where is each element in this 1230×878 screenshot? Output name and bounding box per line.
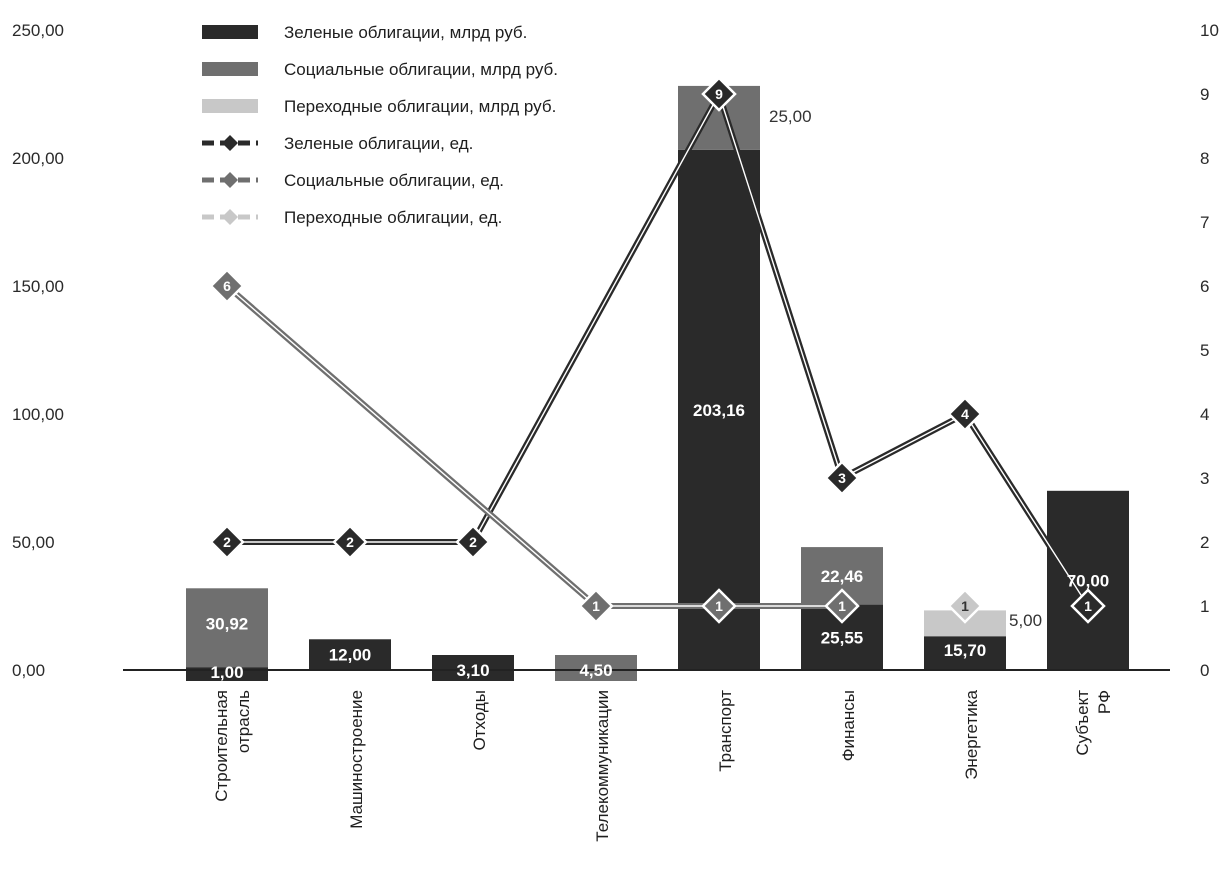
legend-label-социальные-облигации-ед-: Социальные облигации, ед.	[284, 171, 504, 190]
bar-label-2-строительная-отрасль: 30,92	[206, 614, 249, 633]
legend-diamond-социальные-облигации-ед-	[222, 172, 238, 188]
category-label-line: Телекоммуникации	[593, 690, 612, 842]
right-tick-label: 10	[1200, 21, 1219, 40]
left-tick-label: 200,00	[12, 149, 64, 168]
bars-layer	[186, 85, 1129, 681]
category-label-строительная-отрасль: Строительная отрасль	[212, 690, 253, 802]
marker-label-зеленые-облигации-ед-: 2	[469, 534, 477, 550]
legend-diamond-переходные-облигации-ед-	[222, 209, 238, 225]
marker-label-зеленые-облигации-ед-: 3	[838, 470, 846, 486]
bar-2-телекоммуникации	[555, 655, 637, 681]
category-label-line: Машиностроение	[347, 690, 366, 829]
marker-зеленые-облигации-ед-	[1070, 588, 1106, 624]
right-tick-label: 0	[1200, 661, 1209, 680]
marker-зеленые-облигации-ед-	[701, 76, 737, 112]
marker-label-зеленые-облигации-ед-: 2	[346, 534, 354, 550]
right-tick-label: 1	[1200, 597, 1209, 616]
bar-2-строительная-отрасль	[186, 588, 268, 668]
bar-label-1-отходы: 3,10	[456, 661, 489, 680]
bar-1-транспорт	[678, 149, 760, 670]
bar-1-отходы	[432, 655, 514, 681]
category-label-машиностроение: Машиностроение	[347, 690, 366, 829]
left-y-axis: 0,00 50,00 100,00 150,00 200,00 250,00	[12, 21, 64, 680]
marker-label-социальные-облигации-ед-: 6	[223, 278, 231, 294]
marker-зеленые-облигации-ед-	[947, 396, 983, 432]
marker-социальные-облигации-ед-	[209, 268, 245, 304]
category-label-line: Энергетика	[962, 689, 981, 779]
left-tick-label: 150,00	[12, 277, 64, 296]
bar-1-энергетика	[924, 629, 1006, 670]
legend-label-переходные-облигации-ед-: Переходные облигации, ед.	[284, 208, 502, 227]
bar-label-1-финансы: 25,55	[821, 628, 864, 647]
marker-label-зеленые-облигации-ед-: 9	[715, 86, 723, 102]
bar-label-2-транспорт: 25,00	[769, 107, 812, 126]
category-label-line: Субъект	[1073, 690, 1092, 756]
marker-label-зеленые-облигации-ед-: 4	[961, 406, 969, 422]
legend-label-социальные-облигации-млрд-руб-: Социальные облигации, млрд руб.	[284, 60, 558, 79]
right-tick-label: 5	[1200, 341, 1209, 360]
legend-swatch-социальные-облигации-млрд-руб-	[202, 62, 258, 76]
marker-label-зеленые-облигации-ед-: 1	[1084, 598, 1092, 614]
marker-социальные-облигации-ед-	[701, 588, 737, 624]
bar-label-3-энергетика: 5,00	[1009, 611, 1042, 630]
right-tick-label: 9	[1200, 85, 1209, 104]
marker-label-социальные-облигации-ед-: 1	[838, 598, 846, 614]
legend-label-переходные-облигации-млрд-руб-: Переходные облигации, млрд руб.	[284, 97, 556, 116]
right-tick-label: 7	[1200, 213, 1209, 232]
marker-социальные-облигации-ед-	[824, 588, 860, 624]
right-tick-label: 4	[1200, 405, 1209, 424]
legend-diamond-зеленые-облигации-ед-	[222, 135, 238, 151]
marker-label-социальные-облигации-ед-: 1	[715, 598, 723, 614]
category-label-отходы: Отходы	[470, 690, 489, 751]
marker-зеленые-облигации-ед-	[332, 524, 368, 560]
bar-label-1-транспорт: 203,16	[693, 401, 745, 420]
category-label-line: отрасль	[234, 690, 253, 753]
marker-label-переходные-облигации-ед-: 1	[961, 598, 969, 614]
category-label-телекоммуникации: Телекоммуникации	[593, 690, 612, 842]
left-tick-label: 100,00	[12, 405, 64, 424]
marker-зеленые-облигации-ед-	[824, 460, 860, 496]
bar-label-1-машиностроение: 12,00	[329, 646, 372, 665]
legend: Зеленые облигации, млрд руб. Социальные о…	[202, 23, 558, 227]
x-axis-categories: Строительная отрасль Машиностроение Отходы Т…	[212, 689, 1114, 841]
right-tick-label: 6	[1200, 277, 1209, 296]
bar-label-2-финансы: 22,46	[821, 567, 864, 586]
category-label-субъект-рф: Субъект РФ	[1073, 690, 1114, 756]
category-label-line: Строительная	[212, 690, 231, 802]
bar-label-1-субъект-рф: 70,00	[1067, 571, 1110, 590]
category-label-транспорт: Транспорт	[716, 690, 735, 772]
left-tick-label: 50,00	[12, 533, 55, 552]
marker-зеленые-облигации-ед-	[455, 524, 491, 560]
category-label-line: Транспорт	[716, 690, 735, 772]
left-tick-label: 0,00	[12, 661, 45, 680]
category-label-финансы: Финансы	[839, 690, 858, 761]
bar-1-машиностроение	[309, 639, 391, 670]
bar-label-1-строительная-отрасль: 1,00	[210, 663, 243, 682]
category-label-line: РФ	[1095, 690, 1114, 714]
marker-label-социальные-облигации-ед-: 1	[592, 598, 600, 614]
marker-переходные-облигации-ед-	[947, 588, 983, 624]
bar-label-1-энергетика: 15,70	[944, 641, 987, 660]
right-tick-label: 8	[1200, 149, 1209, 168]
right-tick-label: 3	[1200, 469, 1209, 488]
legend-swatch-зеленые-облигации-млрд-руб-	[202, 25, 258, 39]
legend-label-зеленые-облигации-млрд-руб-: Зеленые облигации, млрд руб.	[284, 23, 527, 42]
legend-swatch-переходные-облигации-млрд-руб-	[202, 99, 258, 113]
line-highlight-социальные-облигации-ед-	[226, 285, 842, 607]
marker-зеленые-облигации-ед-	[209, 524, 245, 560]
marker-label-зеленые-облигации-ед-: 2	[223, 534, 231, 550]
left-tick-label: 250,00	[12, 21, 64, 40]
bar-label-2-телекоммуникации: 4,50	[579, 661, 612, 680]
right-tick-label: 2	[1200, 533, 1209, 552]
legend-label-зеленые-облигации-ед-: Зеленые облигации, ед.	[284, 134, 473, 153]
bar-1-субъект-рф	[1047, 490, 1129, 670]
right-y-axis: 0 1 2 3 4 5 6 7 8 9 10	[1200, 21, 1219, 680]
category-label-энергетика: Энергетика	[962, 689, 981, 779]
marker-социальные-облигации-ед-	[578, 588, 614, 624]
category-label-line: Финансы	[839, 690, 858, 761]
category-label-line: Отходы	[470, 690, 489, 751]
